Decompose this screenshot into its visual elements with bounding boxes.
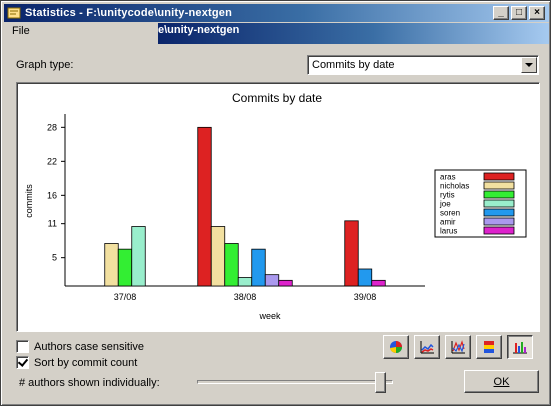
title-bar[interactable]: Statistics - F:\unitycode\unity-nextgen <box>4 4 549 22</box>
x-tick-label: 39/08 <box>354 292 377 302</box>
y-tick-label: 16 <box>47 190 57 200</box>
graph-type-value: Commits by date <box>312 59 395 71</box>
bar-larus-38/08 <box>278 279 293 287</box>
legend-label: larus <box>440 227 457 236</box>
ghost-title-artifact-2 <box>158 38 549 44</box>
authors-shown-slider-thumb[interactable] <box>375 372 386 393</box>
bar-joe-37/08 <box>131 226 146 287</box>
bar-soren-38/08 <box>251 248 266 287</box>
app-icon <box>6 5 22 21</box>
line-chart-button[interactable] <box>445 335 471 359</box>
commits-chart: Commits by date 5 11 16 22 28 commits week 37/08… <box>24 91 527 321</box>
y-tick-label: 22 <box>47 156 57 166</box>
chevron-down-icon <box>525 62 533 67</box>
legend-label: soren <box>440 209 460 218</box>
maximize-button[interactable]: □ <box>511 6 527 20</box>
chart-panel: Commits by date 5 11 16 22 28 commits week 37/08… <box>16 82 540 332</box>
authors-case-sensitive-label: Authors case sensitive <box>34 340 145 353</box>
x-tick-label: 37/08 <box>114 292 137 302</box>
y-tick-label: 28 <box>47 122 57 132</box>
x-tick-label: 38/08 <box>234 292 257 302</box>
area-chart-button[interactable] <box>414 335 440 359</box>
legend-swatch-nicholas <box>483 181 515 190</box>
stacked-bar-button[interactable] <box>476 335 502 359</box>
legend-swatch-amir <box>483 217 515 226</box>
bar-nicholas-38/08 <box>210 226 226 287</box>
legend-label: joe <box>439 200 451 209</box>
bar-larus-39/08 <box>371 279 386 287</box>
authors-shown-label: # authors shown individually: <box>19 377 160 389</box>
area-chart-icon <box>420 341 434 354</box>
sort-by-commit-count-label: Sort by commit count <box>34 356 138 369</box>
legend-swatch-rytis <box>483 190 515 199</box>
menu-bar: File <box>4 23 154 41</box>
menu-file[interactable]: File <box>12 25 30 37</box>
maximize-icon: □ <box>515 7 523 18</box>
bar-amir-38/08 <box>264 274 280 287</box>
bar-rytis-38/08 <box>224 243 239 287</box>
bar-rytis-37/08 <box>117 248 133 287</box>
y-tick-label: 11 <box>48 219 57 229</box>
close-button[interactable]: × <box>529 6 545 20</box>
bar-aras-38/08 <box>197 126 212 287</box>
chart-title: Commits by date <box>232 91 322 105</box>
close-icon: × <box>534 7 540 18</box>
y-axis-label: commits <box>24 184 34 218</box>
sort-by-commit-count-checkbox[interactable] <box>16 356 29 369</box>
legend-swatch-joe <box>483 199 515 208</box>
minimize-button[interactable]: _ <box>493 6 509 20</box>
legend-swatch-larus <box>483 226 515 235</box>
minimize-icon: _ <box>498 7 504 18</box>
legend-label: aras <box>440 173 456 182</box>
pie-chart-button[interactable] <box>383 335 409 359</box>
bar-chart-button[interactable] <box>507 335 533 359</box>
bar-nicholas-37/08 <box>104 243 119 287</box>
legend-swatch-soren <box>483 208 515 217</box>
window-controls: _ □ × <box>491 6 545 20</box>
x-axis-label: week <box>258 311 281 321</box>
legend-label: rytis <box>440 191 455 200</box>
window-title: Statistics - F:\unitycode\unity-nextgen <box>25 7 233 19</box>
authors-shown-slider-track[interactable] <box>197 380 393 384</box>
bar-aras-39/08 <box>344 220 359 287</box>
pie-chart-icon <box>390 341 402 354</box>
line-chart-icon <box>451 340 465 354</box>
authors-case-sensitive-checkbox[interactable] <box>16 340 29 353</box>
bar-joe-38/08 <box>237 277 253 287</box>
ghost-title-text: e\unity-nextgen <box>158 24 240 36</box>
bar-soren-39/08 <box>357 268 373 287</box>
ok-button-label: OK <box>493 375 510 388</box>
sort-by-commit-count-option[interactable]: Sort by commit count <box>16 356 137 369</box>
graph-type-label: Graph type: <box>16 59 74 71</box>
ok-button[interactable]: OK <box>464 370 539 393</box>
stacked-bar-icon <box>484 341 494 353</box>
authors-case-sensitive-option[interactable]: Authors case sensitive <box>16 340 144 353</box>
graph-type-select[interactable]: Commits by date <box>307 55 539 75</box>
ghost-title-artifact: e\unity-nextgen <box>158 23 549 38</box>
y-tick-label: 5 <box>52 253 57 263</box>
legend-label: nicholas <box>440 182 469 191</box>
legend-label: amir <box>440 218 456 227</box>
bar-chart-icon <box>513 342 527 354</box>
legend-swatch-aras <box>483 172 515 181</box>
dropdown-button[interactable] <box>521 57 537 73</box>
